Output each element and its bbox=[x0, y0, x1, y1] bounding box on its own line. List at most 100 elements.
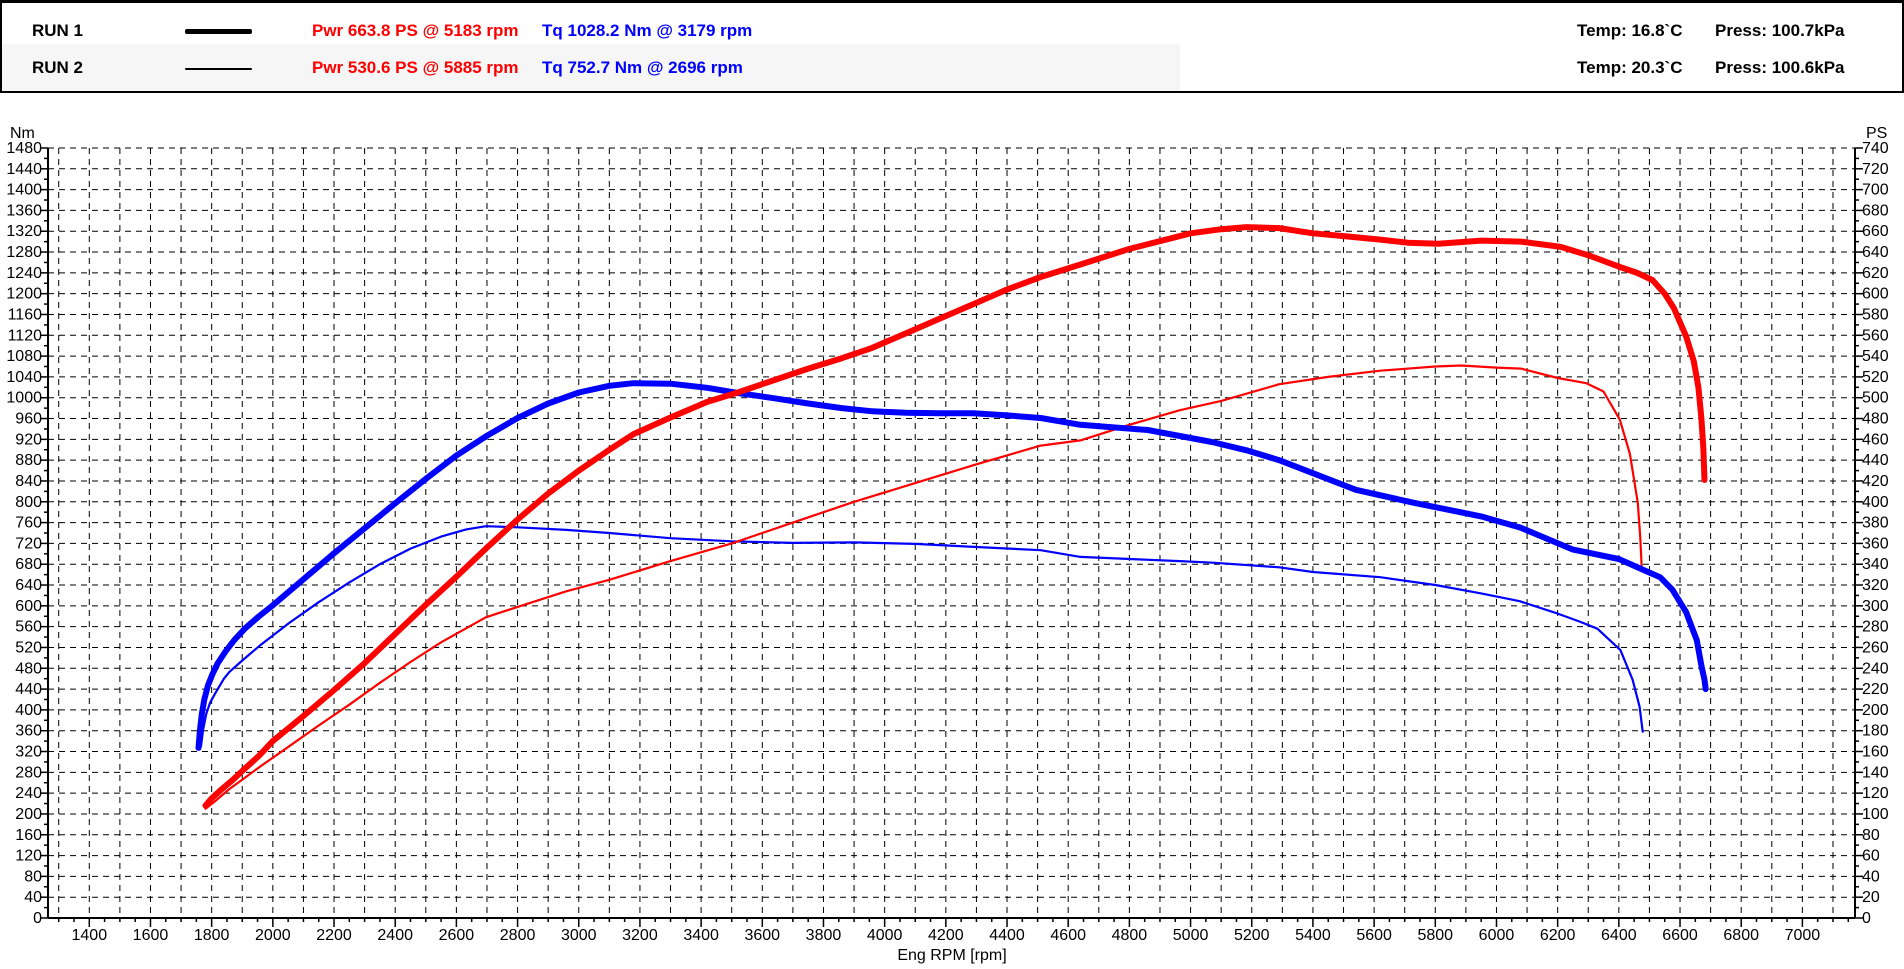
svg-text:5800: 5800 bbox=[1417, 927, 1453, 944]
svg-text:2400: 2400 bbox=[377, 927, 413, 944]
svg-text:360: 360 bbox=[15, 723, 42, 740]
svg-text:460: 460 bbox=[1862, 431, 1889, 448]
svg-text:160: 160 bbox=[15, 827, 42, 844]
svg-text:4800: 4800 bbox=[1112, 927, 1148, 944]
svg-text:7000: 7000 bbox=[1785, 927, 1821, 944]
run2-label: RUN 2 bbox=[32, 58, 84, 77]
svg-text:120: 120 bbox=[1862, 785, 1889, 802]
run2-torque-readout: Tq 752.7 Nm @ 2696 rpm bbox=[542, 58, 743, 77]
svg-text:760: 760 bbox=[15, 515, 42, 532]
svg-text:3600: 3600 bbox=[744, 927, 780, 944]
svg-text:2000: 2000 bbox=[255, 927, 291, 944]
svg-text:1800: 1800 bbox=[194, 927, 230, 944]
svg-text:4200: 4200 bbox=[928, 927, 964, 944]
svg-text:320: 320 bbox=[1862, 577, 1889, 594]
svg-text:260: 260 bbox=[1862, 639, 1889, 656]
svg-text:5000: 5000 bbox=[1173, 927, 1209, 944]
svg-text:3200: 3200 bbox=[622, 927, 658, 944]
svg-text:840: 840 bbox=[15, 473, 42, 490]
svg-text:40: 40 bbox=[24, 889, 42, 906]
svg-text:1600: 1600 bbox=[133, 927, 169, 944]
svg-text:Eng RPM [rpm]: Eng RPM [rpm] bbox=[897, 947, 1006, 964]
svg-text:160: 160 bbox=[1862, 744, 1889, 761]
run2-power-readout: Pwr 530.6 PS @ 5885 rpm bbox=[312, 58, 519, 77]
svg-text:1160: 1160 bbox=[8, 306, 43, 323]
svg-text:500: 500 bbox=[1862, 390, 1889, 407]
svg-text:1360: 1360 bbox=[6, 202, 42, 219]
svg-text:1400: 1400 bbox=[72, 927, 108, 944]
svg-text:Nm: Nm bbox=[10, 125, 35, 142]
svg-text:560: 560 bbox=[1862, 327, 1889, 344]
svg-text:2200: 2200 bbox=[316, 927, 352, 944]
svg-text:300: 300 bbox=[1862, 598, 1889, 615]
svg-text:680: 680 bbox=[1862, 202, 1889, 219]
svg-text:960: 960 bbox=[15, 411, 42, 428]
svg-text:120: 120 bbox=[15, 848, 42, 865]
run1-label: RUN 1 bbox=[32, 21, 84, 40]
svg-text:920: 920 bbox=[15, 431, 42, 448]
svg-text:1080: 1080 bbox=[6, 348, 42, 365]
svg-text:740: 740 bbox=[1862, 140, 1889, 157]
svg-text:1040: 1040 bbox=[6, 369, 42, 386]
svg-text:280: 280 bbox=[15, 764, 42, 781]
svg-text:520: 520 bbox=[1862, 369, 1889, 386]
svg-text:6600: 6600 bbox=[1662, 927, 1698, 944]
svg-text:700: 700 bbox=[1862, 182, 1889, 199]
svg-text:4000: 4000 bbox=[867, 927, 903, 944]
svg-text:0: 0 bbox=[33, 910, 42, 927]
run1-torque-readout: Tq 1028.2 Nm @ 3179 rpm bbox=[542, 21, 753, 40]
svg-text:180: 180 bbox=[1862, 723, 1889, 740]
run2-line-sample-icon bbox=[185, 68, 252, 70]
svg-text:1240: 1240 bbox=[6, 265, 42, 282]
run1-pressure-readout: Press: 100.7kPa bbox=[1715, 21, 1845, 40]
svg-text:1120: 1120 bbox=[8, 327, 43, 344]
svg-text:1200: 1200 bbox=[6, 286, 42, 303]
legend-header: RUN 1 Pwr 663.8 PS @ 5183 rpm Tq 1028.2 … bbox=[0, 0, 1904, 93]
svg-text:6200: 6200 bbox=[1540, 927, 1576, 944]
svg-text:360: 360 bbox=[1862, 535, 1889, 552]
svg-text:2800: 2800 bbox=[500, 927, 536, 944]
svg-text:1480: 1480 bbox=[6, 140, 42, 157]
run1-line-sample-icon bbox=[185, 29, 252, 34]
svg-text:6400: 6400 bbox=[1601, 927, 1637, 944]
svg-text:140: 140 bbox=[1862, 764, 1889, 781]
svg-text:80: 80 bbox=[1862, 827, 1880, 844]
svg-text:380: 380 bbox=[1862, 515, 1889, 532]
svg-text:40: 40 bbox=[1862, 868, 1880, 885]
svg-text:640: 640 bbox=[1862, 244, 1889, 261]
run1-temp-readout: Temp: 16.8`C bbox=[1577, 21, 1683, 40]
svg-text:600: 600 bbox=[15, 598, 42, 615]
svg-text:4600: 4600 bbox=[1050, 927, 1086, 944]
svg-text:1400: 1400 bbox=[6, 182, 42, 199]
svg-text:3800: 3800 bbox=[806, 927, 842, 944]
svg-text:20: 20 bbox=[1862, 889, 1880, 906]
svg-text:100: 100 bbox=[1862, 806, 1889, 823]
svg-text:580: 580 bbox=[1862, 306, 1889, 323]
svg-text:400: 400 bbox=[15, 702, 42, 719]
svg-text:880: 880 bbox=[15, 452, 42, 469]
svg-text:480: 480 bbox=[1862, 411, 1889, 428]
svg-text:1280: 1280 bbox=[6, 244, 42, 261]
svg-text:0: 0 bbox=[1862, 910, 1871, 927]
svg-text:600: 600 bbox=[1862, 286, 1889, 303]
svg-text:1440: 1440 bbox=[6, 161, 42, 178]
svg-text:200: 200 bbox=[1862, 702, 1889, 719]
svg-text:540: 540 bbox=[1862, 348, 1889, 365]
svg-text:480: 480 bbox=[15, 660, 42, 677]
svg-text:620: 620 bbox=[1862, 265, 1889, 282]
svg-text:240: 240 bbox=[15, 785, 42, 802]
svg-text:80: 80 bbox=[24, 868, 42, 885]
svg-text:3000: 3000 bbox=[561, 927, 597, 944]
svg-text:1320: 1320 bbox=[6, 223, 42, 240]
svg-text:6800: 6800 bbox=[1723, 927, 1759, 944]
svg-text:660: 660 bbox=[1862, 223, 1889, 240]
svg-text:5200: 5200 bbox=[1234, 927, 1270, 944]
svg-text:720: 720 bbox=[15, 535, 42, 552]
svg-text:680: 680 bbox=[15, 556, 42, 573]
svg-text:1000: 1000 bbox=[6, 390, 42, 407]
run2-temp-readout: Temp: 20.3`C bbox=[1577, 58, 1683, 77]
svg-text:6000: 6000 bbox=[1479, 927, 1515, 944]
svg-text:220: 220 bbox=[1862, 681, 1889, 698]
svg-text:520: 520 bbox=[15, 639, 42, 656]
